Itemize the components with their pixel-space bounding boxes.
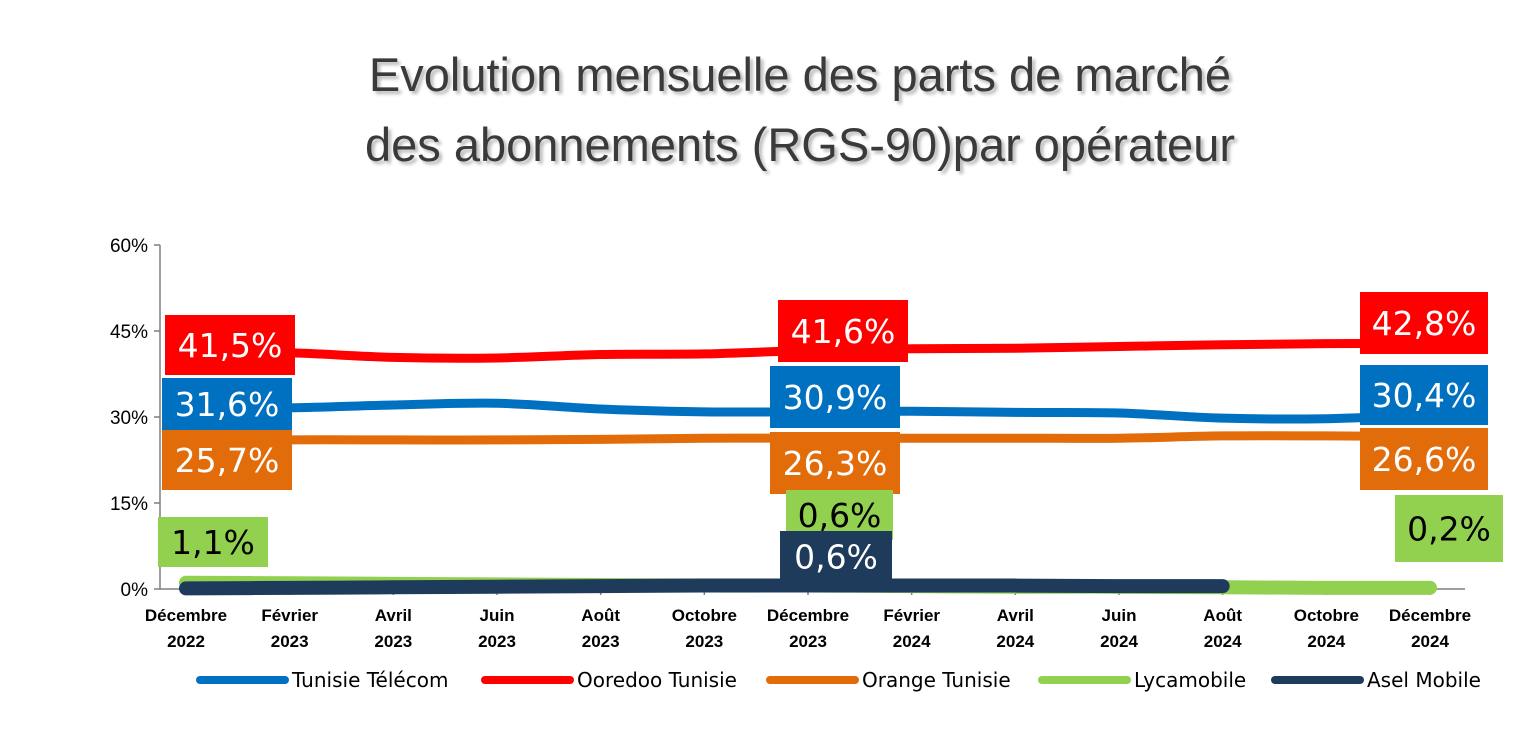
data-label-ooredoo-tunisie: 42,8% bbox=[1360, 292, 1488, 354]
x-tick-label: Février 2023 bbox=[261, 606, 318, 651]
x-tick-label-line: 2022 bbox=[167, 632, 205, 651]
x-tick-label: Octobre 2023 bbox=[672, 606, 737, 651]
x-tick-label-line: Août bbox=[1203, 606, 1242, 625]
data-label-value: 26,3% bbox=[783, 444, 888, 483]
chart-title: Evolution mensuelle des parts de marché … bbox=[230, 40, 1370, 180]
x-tick-label-line: 2024 bbox=[1204, 632, 1242, 651]
y-tick-label: 60% bbox=[110, 236, 148, 257]
legend-item-asel-mobile: Asel Mobile bbox=[1271, 668, 1481, 692]
data-label-value: 41,6% bbox=[791, 312, 896, 351]
x-tick-label-line: 2023 bbox=[478, 632, 516, 651]
x-tick-label: Août 2023 bbox=[581, 606, 620, 651]
data-label-ooredoo-tunisie: 41,6% bbox=[778, 300, 908, 362]
legend-item-orange-tunisie: Orange Tunisie bbox=[766, 668, 1011, 692]
x-tick-label-line: Décembre bbox=[145, 606, 227, 625]
x-tick-label-line: Octobre bbox=[672, 606, 737, 625]
x-tick-label-line: Décembre bbox=[767, 606, 849, 625]
x-tick-label-line: Avril bbox=[997, 606, 1034, 625]
data-label-box bbox=[1360, 365, 1488, 425]
x-tick-label-line: Octobre bbox=[1294, 606, 1359, 625]
data-label-box bbox=[165, 315, 295, 375]
data-label-box bbox=[162, 378, 292, 430]
data-label-lycamobile: 0,2% bbox=[1395, 495, 1503, 562]
data-label-value: 30,9% bbox=[783, 378, 888, 417]
x-tick-label: Avril 2023 bbox=[374, 606, 412, 651]
y-tick-label: 30% bbox=[110, 408, 148, 429]
data-label-box bbox=[1395, 495, 1503, 562]
chart-title-line-1: Evolution mensuelle des parts de marché bbox=[368, 48, 1232, 101]
x-tick-label: Février 2024 bbox=[883, 606, 940, 651]
data-label-box bbox=[1360, 428, 1488, 490]
data-label-value: 0,6% bbox=[798, 496, 882, 535]
x-tick-label-line: Décembre bbox=[1389, 606, 1471, 625]
data-label-value: 42,8% bbox=[1372, 304, 1477, 343]
x-tick-label: Août 2024 bbox=[1203, 606, 1242, 651]
x-tick-label-line: 2024 bbox=[1411, 632, 1449, 651]
data-label-value: 1,1% bbox=[171, 523, 255, 562]
chart-title-line-2: des abonnements (RGS-90)par opérateur bbox=[365, 118, 1235, 171]
data-label-box bbox=[780, 531, 892, 582]
x-tick-label: Décembre 2022 bbox=[145, 606, 227, 651]
data-label-orange-tunisie: 26,6% bbox=[1360, 428, 1488, 490]
x-tick-label-line: 2024 bbox=[893, 632, 931, 651]
x-tick-label: Décembre 2024 bbox=[1389, 606, 1471, 651]
data-label-ooredoo-tunisie: 41,5% bbox=[165, 315, 295, 375]
x-tick-label-line: Avril bbox=[375, 606, 412, 625]
chart-data-labels: 31,6% 30,9% 30,4% 41,5% 41,6% 42,8% 25,7% 26,3%… bbox=[158, 292, 1503, 582]
x-tick-label: Décembre 2023 bbox=[767, 606, 849, 651]
legend-label: Ooredoo Tunisie bbox=[577, 668, 737, 692]
x-tick-label-line: 2023 bbox=[374, 632, 412, 651]
series-line-asel-mobile bbox=[179, 578, 1230, 596]
x-tick-label-line: 2023 bbox=[582, 632, 620, 651]
legend-item-tunisie-telecom: Tunisie Télécom bbox=[196, 668, 448, 692]
x-tick-label-line: 2024 bbox=[1100, 632, 1138, 651]
data-label-value: 41,5% bbox=[178, 326, 283, 365]
chart-legend: Tunisie Télécom Ooredoo Tunisie Orange Tun… bbox=[196, 668, 1481, 692]
data-label-tunisie-telecom: 31,6% bbox=[162, 378, 292, 430]
data-label-value: 30,4% bbox=[1372, 376, 1477, 415]
data-label-box bbox=[770, 366, 900, 428]
legend-label: Orange Tunisie bbox=[862, 668, 1011, 692]
data-label-value: 0,2% bbox=[1407, 510, 1491, 549]
data-label-box bbox=[770, 432, 900, 494]
data-label-orange-tunisie: 25,7% bbox=[162, 430, 292, 490]
data-label-value: 31,6% bbox=[175, 385, 280, 424]
y-tick-label: 15% bbox=[110, 494, 148, 515]
legend-label: Asel Mobile bbox=[1367, 668, 1481, 692]
x-tick-label-line: Août bbox=[581, 606, 620, 625]
x-tick-label-line: Juin bbox=[1102, 606, 1137, 625]
x-tick-label-line: 2023 bbox=[789, 632, 827, 651]
data-label-orange-tunisie: 26,3% bbox=[770, 432, 900, 494]
data-label-box bbox=[778, 300, 908, 362]
data-label-value: 26,6% bbox=[1372, 440, 1477, 479]
x-tick-label-line: Juin bbox=[480, 606, 515, 625]
x-tick-label: Juin 2024 bbox=[1100, 606, 1138, 651]
data-label-value: 0,6% bbox=[794, 538, 878, 577]
x-tick-label-line: 2024 bbox=[996, 632, 1034, 651]
x-tick-label-line: 2023 bbox=[685, 632, 723, 651]
data-label-lycamobile: 1,1% bbox=[158, 517, 268, 567]
x-tick-label-line: Février bbox=[261, 606, 318, 625]
legend-label: Tunisie Télécom bbox=[291, 668, 448, 692]
legend-label: Lycamobile bbox=[1134, 668, 1246, 692]
x-tick-label: Octobre 2024 bbox=[1294, 606, 1359, 651]
legend-item-ooredoo-tunisie: Ooredoo Tunisie bbox=[481, 668, 737, 692]
x-tick-label-line: 2024 bbox=[1307, 632, 1345, 651]
data-label-tunisie-telecom: 30,9% bbox=[770, 366, 900, 428]
x-tick-label-line: Février bbox=[883, 606, 940, 625]
y-tick-label: 45% bbox=[110, 322, 148, 343]
y-tick-label: 0% bbox=[121, 580, 149, 601]
x-tick-label: Avril 2024 bbox=[996, 606, 1034, 651]
data-label-value: 25,7% bbox=[175, 441, 280, 480]
data-label-box bbox=[162, 430, 292, 490]
legend-item-lycamobile: Lycamobile bbox=[1038, 668, 1246, 692]
x-tick-label-line: 2023 bbox=[271, 632, 309, 651]
x-tick-label: Juin 2023 bbox=[478, 606, 516, 651]
data-label-box bbox=[158, 517, 268, 567]
data-label-tunisie-telecom: 30,4% bbox=[1360, 365, 1488, 425]
data-label-box bbox=[1360, 292, 1488, 354]
data-label-asel-mobile: 0,6% bbox=[780, 531, 892, 582]
